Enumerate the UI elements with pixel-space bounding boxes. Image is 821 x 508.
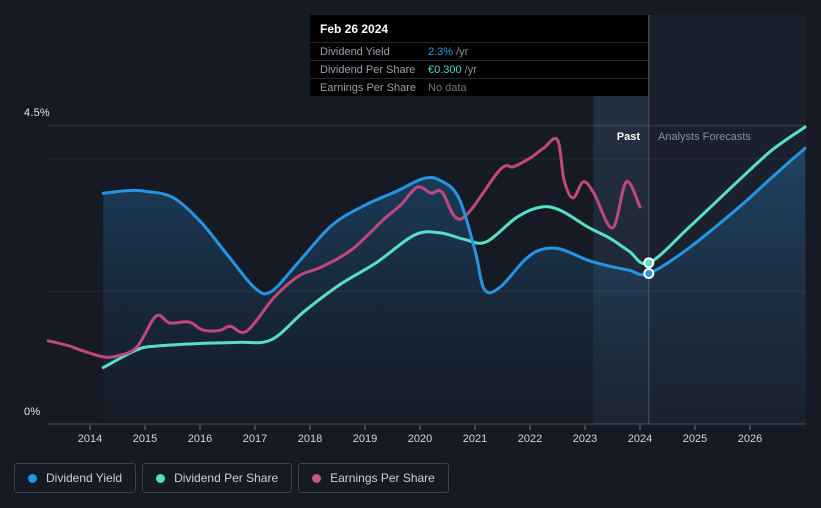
x-axis-year-label: 2016 — [187, 433, 213, 445]
legend-label: Dividend Per Share — [174, 471, 279, 485]
tooltip-row-dividend-yield: Dividend Yield 2.3% /yr — [310, 42, 648, 60]
legend-item-earnings-per-share[interactable]: Earnings Per Share — [298, 463, 449, 493]
tooltip-value: 2.3% — [428, 45, 454, 58]
chart-tooltip: Feb 26 2024 Dividend Yield 2.3% /yr Divi… — [310, 15, 648, 96]
past-region-label: Past — [616, 131, 640, 143]
legend-label: Dividend Yield — [46, 471, 123, 485]
legend-item-dividend-yield[interactable]: Dividend Yield — [14, 463, 137, 493]
x-axis-year-label: 2019 — [352, 433, 378, 445]
x-axis-year-label: 2020 — [407, 433, 433, 445]
dividend-yield-area-fill — [103, 148, 806, 424]
tooltip-value: No data — [428, 81, 467, 94]
x-axis-year-label: 2014 — [77, 433, 103, 445]
x-axis-year-label: 2017 — [242, 433, 268, 445]
tooltip-label: Earnings Per Share — [320, 81, 416, 94]
chart-legend: Dividend Yield Dividend Per Share Earnin… — [14, 463, 449, 493]
y-axis-min-label: 0% — [24, 406, 41, 418]
tooltip-date: Feb 26 2024 — [320, 22, 389, 36]
x-axis-year-label: 2021 — [462, 433, 488, 445]
x-axis-year-label: 2023 — [572, 433, 598, 445]
dividend-yield-marker[interactable] — [643, 268, 655, 279]
tooltip-value-suffix: /yr — [464, 63, 477, 76]
tooltip-label: Dividend Yield — [320, 45, 390, 58]
legend-item-dividend-per-share[interactable]: Dividend Per Share — [142, 463, 293, 493]
forecast-region-label: Analysts Forecasts — [658, 131, 751, 143]
x-axis-year-label: 2022 — [517, 433, 543, 445]
legend-dot-dividend-per-share — [156, 473, 166, 483]
dividend-per-share-line — [101, 125, 807, 370]
legend-dot-earnings-per-share — [312, 473, 322, 483]
x-axis-year-label: 2015 — [132, 433, 158, 445]
tooltip-value-suffix: /yr — [456, 45, 469, 58]
x-axis-year-label: 2018 — [297, 433, 323, 445]
earnings-per-share-line — [46, 136, 642, 359]
tooltip-row-earnings-per-share: Earnings Per Share No data — [310, 78, 648, 96]
legend-label: Earnings Per Share — [330, 471, 435, 485]
y-axis-max-label: 4.5% — [24, 107, 50, 119]
tooltip-label: Dividend Per Share — [320, 63, 416, 76]
tooltip-value: €0.300 — [428, 63, 462, 76]
dividend-per-share-marker[interactable] — [643, 257, 655, 269]
dividend-yield-line — [101, 146, 807, 296]
x-axis-year-label: 2025 — [682, 433, 708, 445]
x-axis-year-label: 2024 — [627, 433, 653, 445]
legend-dot-dividend-yield — [28, 473, 37, 483]
tooltip-row-dividend-per-share: Dividend Per Share €0.300 /yr — [310, 60, 648, 78]
x-axis-year-label: 2026 — [737, 433, 763, 445]
